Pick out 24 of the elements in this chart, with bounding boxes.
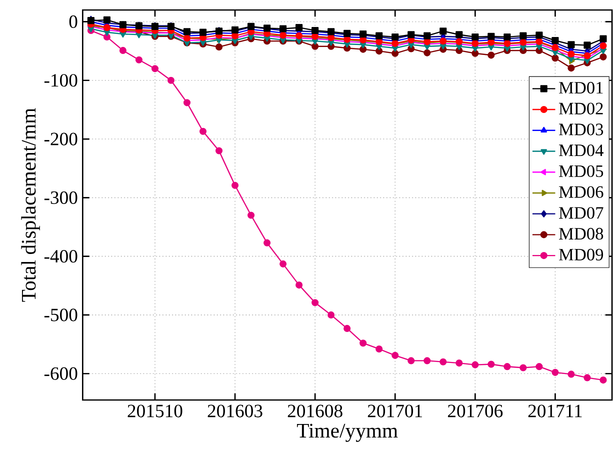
y-tick-label: -200 [44, 132, 78, 146]
x-tick-label: 201603 [208, 404, 262, 418]
y-tick-label: -100 [44, 74, 78, 87]
y-tick-label: 0 [69, 15, 78, 28]
y-axis-title: Total displacement/mm [21, 108, 40, 302]
y-tick-label: -600 [44, 367, 78, 380]
legend-label: MD05 [558, 165, 604, 178]
legend-label: MD07 [558, 207, 604, 219]
x-tick-label: 201711 [528, 404, 582, 418]
y-tick-label: -300 [44, 191, 78, 204]
x-tick-label: 201510 [128, 404, 182, 418]
x-tick-label: 201701 [368, 404, 422, 418]
y-tick-label: -500 [44, 308, 78, 322]
x-axis-title: Time/yymm [296, 424, 398, 442]
legend-label: MD08 [558, 228, 604, 240]
legend-label: MD03 [558, 124, 604, 136]
x-tick-label: 201706 [448, 404, 503, 418]
legend-label: MD01 [558, 82, 603, 94]
y-tick-label: -400 [44, 250, 78, 263]
x-tick-label: 201608 [288, 404, 342, 418]
legend-label: MD02 [558, 102, 603, 114]
legend-label: MD04 [558, 144, 604, 156]
legend-label: MD09 [558, 248, 604, 260]
legend-label: MD06 [558, 186, 604, 198]
